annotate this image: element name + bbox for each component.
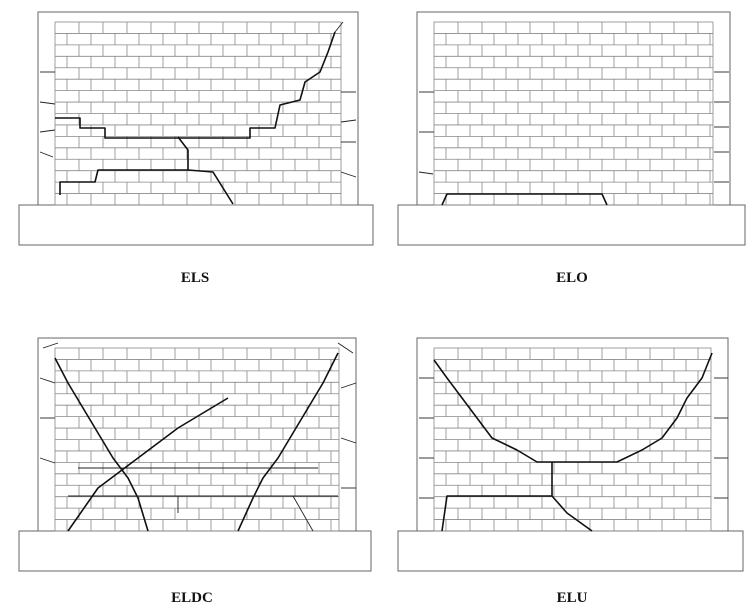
frame — [38, 12, 358, 205]
base-slab — [398, 531, 743, 571]
base-slab — [19, 531, 371, 571]
panel-label: ELU — [557, 590, 588, 606]
wall-specimen — [398, 12, 745, 245]
frame — [38, 338, 356, 531]
panel-label: ELO — [556, 270, 588, 286]
panel-label: ELS — [181, 270, 209, 286]
panel-label: ELDC — [171, 590, 213, 606]
wall-specimen — [398, 338, 743, 571]
base-slab — [19, 205, 373, 245]
wall-specimen — [19, 338, 371, 571]
wall-specimen — [19, 12, 373, 245]
frame — [417, 12, 730, 205]
figure: ELS ELO ELDC ELU — [0, 0, 746, 610]
base-slab — [398, 205, 745, 245]
frame — [417, 338, 728, 531]
